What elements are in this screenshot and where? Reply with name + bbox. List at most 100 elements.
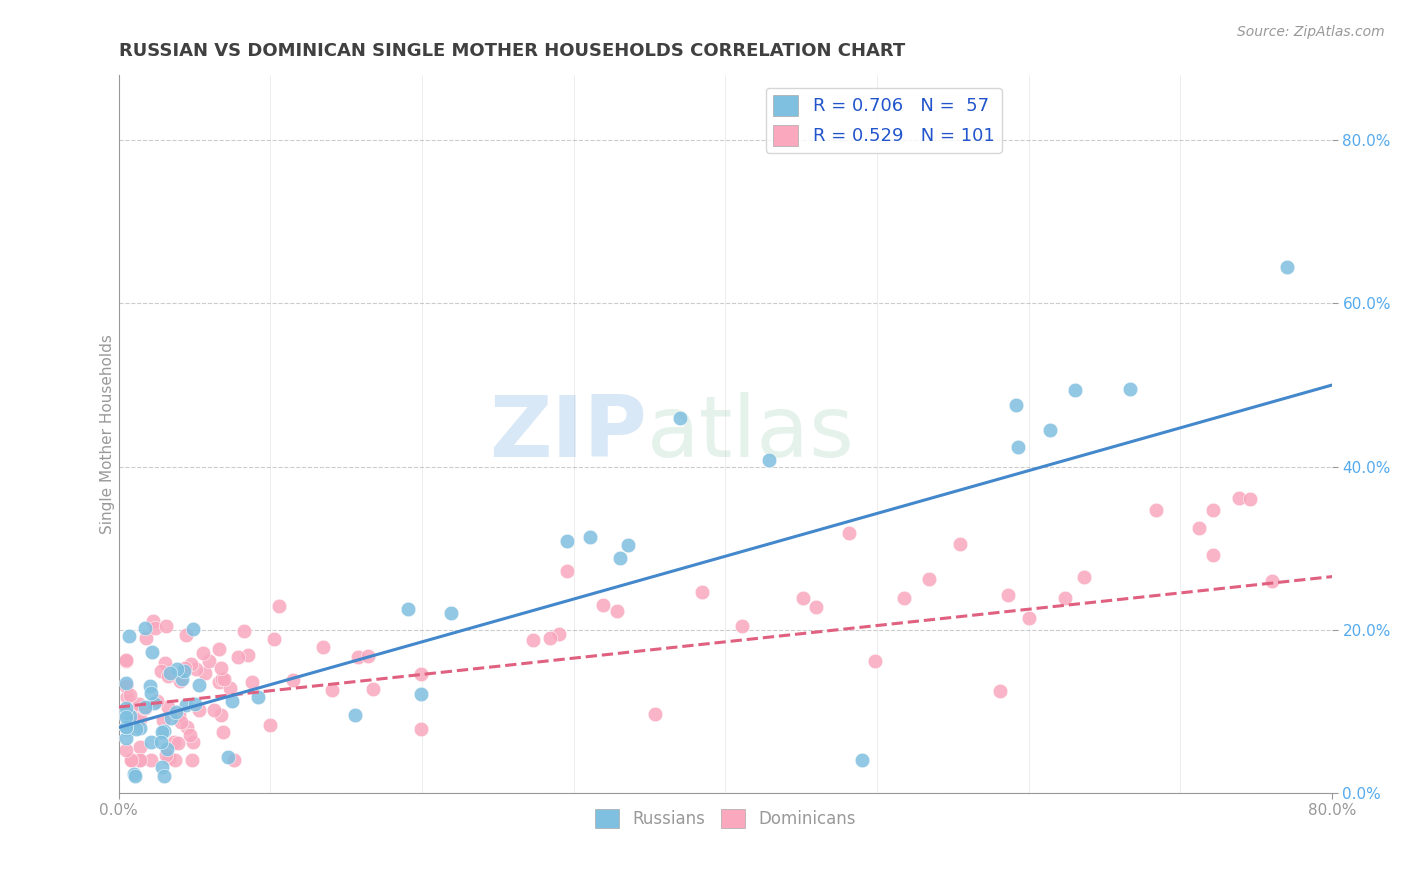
Point [538, 631, 561, 645]
Point [143, 621, 166, 635]
Point [851, 753, 873, 767]
Point [125, 723, 148, 737]
Point [863, 654, 886, 668]
Point [115, 676, 138, 690]
Point [156, 699, 179, 714]
Point [157, 751, 180, 765]
Point [129, 721, 152, 735]
Point [690, 584, 713, 599]
Point [209, 661, 232, 675]
Point [1227, 491, 1250, 505]
Point [1239, 492, 1261, 507]
Point [1118, 382, 1140, 396]
Point [357, 648, 380, 663]
Point [918, 572, 941, 586]
Point [312, 640, 335, 655]
Point [1260, 574, 1282, 589]
Point [211, 673, 233, 687]
Point [115, 679, 138, 693]
Point [134, 701, 156, 715]
Point [170, 714, 193, 729]
Point [129, 740, 152, 755]
Point [555, 565, 578, 579]
Point [409, 687, 432, 701]
Point [120, 753, 142, 767]
Point [1275, 260, 1298, 274]
Point [893, 591, 915, 606]
Text: atlas: atlas [647, 392, 855, 475]
Point [669, 410, 692, 425]
Point [115, 731, 138, 745]
Point [155, 748, 177, 763]
Point [122, 753, 145, 767]
Point [124, 769, 146, 783]
Point [259, 718, 281, 732]
Point [170, 673, 193, 687]
Point [141, 686, 163, 700]
Point [792, 591, 814, 606]
Point [152, 713, 174, 727]
Point [135, 631, 157, 645]
Point [152, 769, 174, 783]
Point [281, 673, 304, 687]
Point [1144, 502, 1167, 516]
Point [409, 666, 432, 681]
Point [209, 708, 232, 723]
Point [134, 699, 156, 714]
Point [120, 688, 142, 702]
Point [155, 742, 177, 756]
Point [115, 720, 138, 734]
Text: ZIP: ZIP [489, 392, 647, 475]
Point [240, 675, 263, 690]
Point [188, 703, 211, 717]
Point [997, 588, 1019, 602]
Point [547, 627, 569, 641]
Point [1188, 520, 1211, 534]
Point [321, 683, 343, 698]
Point [115, 654, 138, 668]
Point [1202, 502, 1225, 516]
Point [346, 650, 368, 665]
Point [181, 753, 204, 767]
Point [1018, 610, 1040, 624]
Point [115, 710, 138, 724]
Point [141, 753, 163, 767]
Point [644, 707, 666, 722]
Point [396, 602, 419, 616]
Point [226, 649, 249, 664]
Point [115, 653, 138, 667]
Point [1063, 383, 1085, 397]
Point [344, 707, 367, 722]
Point [224, 753, 246, 767]
Point [115, 701, 138, 715]
Point [176, 720, 198, 734]
Point [163, 734, 186, 748]
Point [609, 550, 631, 565]
Point [174, 698, 197, 712]
Point [129, 712, 152, 726]
Point [263, 632, 285, 647]
Y-axis label: Single Mother Households: Single Mother Households [100, 334, 115, 534]
Point [139, 679, 162, 693]
Point [118, 629, 141, 643]
Point [128, 753, 150, 767]
Point [838, 526, 860, 541]
Point [221, 694, 243, 708]
Point [173, 664, 195, 678]
Point [188, 678, 211, 692]
Point [179, 728, 201, 742]
Point [149, 735, 172, 749]
Point [150, 724, 173, 739]
Text: RUSSIAN VS DOMINICAN SINGLE MOTHER HOUSEHOLDS CORRELATION CHART: RUSSIAN VS DOMINICAN SINGLE MOTHER HOUSE… [118, 42, 905, 60]
Point [184, 697, 207, 711]
Point [212, 672, 235, 686]
Point [191, 646, 214, 660]
Point [173, 661, 195, 675]
Point [141, 734, 163, 748]
Point [208, 642, 231, 657]
Point [169, 708, 191, 723]
Point [616, 538, 638, 552]
Point [155, 619, 177, 633]
Point [238, 648, 260, 662]
Point [134, 621, 156, 635]
